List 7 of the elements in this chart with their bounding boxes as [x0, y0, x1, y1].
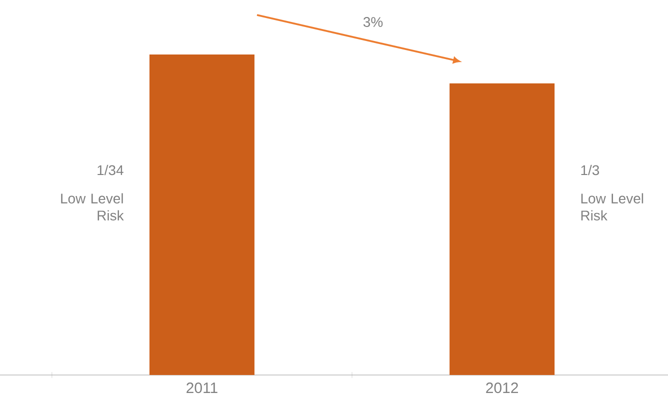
x-tick-label: 2011	[186, 382, 218, 394]
annotation: 1/34	[98, 164, 124, 176]
annotation: 1/3	[581, 164, 600, 176]
x-tick-label: 2012	[486, 382, 518, 394]
annotation: Low Level Risk	[61, 193, 124, 220]
annotation: Low Level Risk	[581, 193, 644, 220]
text: 3%	[363, 17, 383, 27]
